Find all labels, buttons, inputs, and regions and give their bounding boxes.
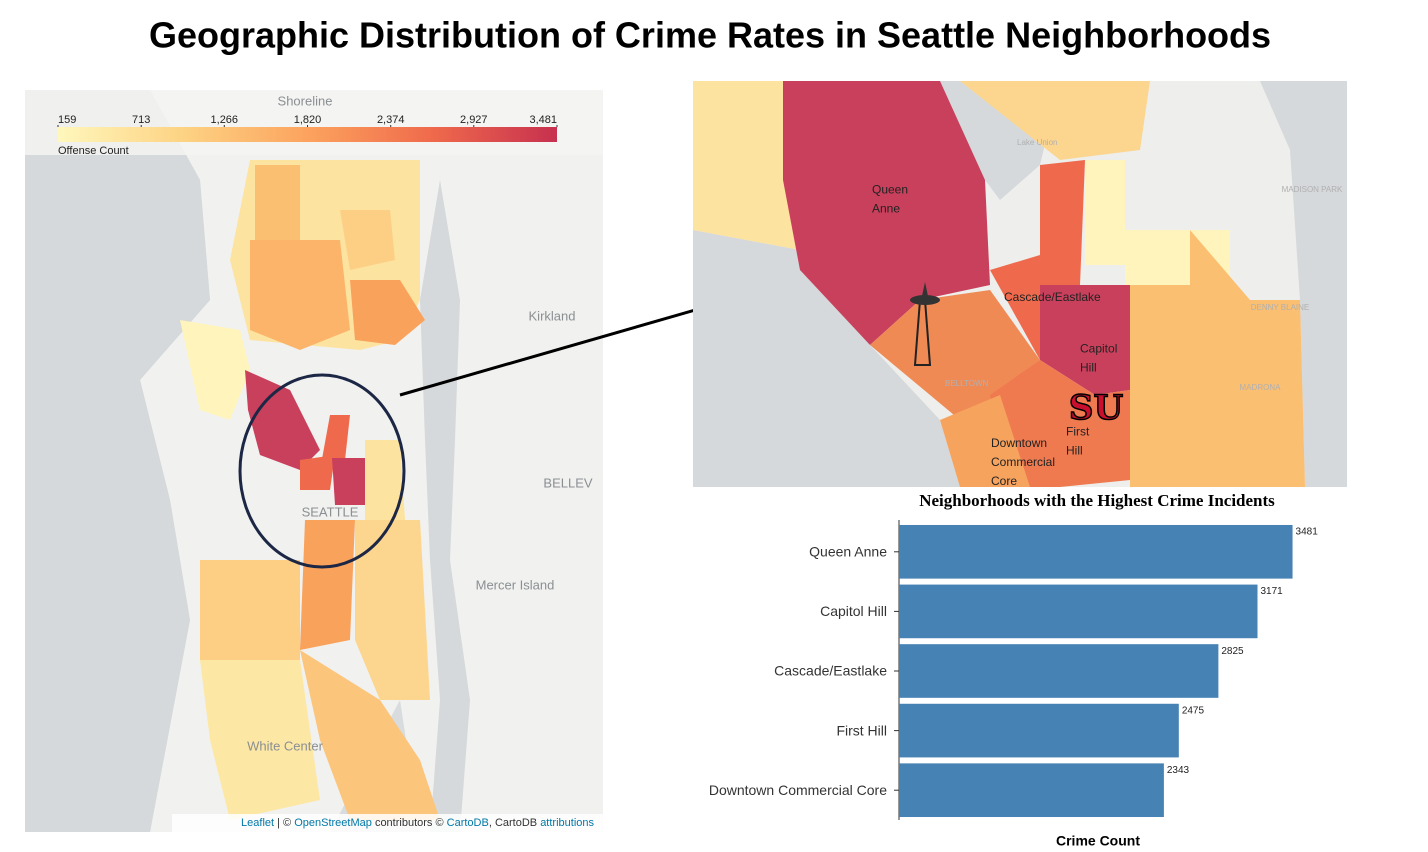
place-label: DENNY BLAINE: [1251, 303, 1310, 312]
link[interactable]: attributions: [540, 817, 594, 829]
belltown: [870, 290, 1040, 420]
place-label: SEATTLE: [302, 504, 359, 519]
capitol-hill: [332, 458, 365, 505]
queen-anne: [245, 370, 320, 470]
value-label: 2343: [1167, 765, 1190, 776]
area-label: Capitol Hill: [1080, 342, 1117, 375]
attribution-bg: [172, 814, 603, 832]
district: [1130, 230, 1305, 487]
first-hill: [990, 360, 1130, 487]
magnolia: [180, 320, 250, 420]
area-label: Cascade/Eastlake: [1004, 290, 1101, 304]
link[interactable]: OpenStreetMap: [294, 817, 372, 829]
x-axis-title: Crime Count: [1056, 833, 1140, 849]
y-tick-label: Cascade/Eastlake: [774, 663, 887, 679]
downtown: [940, 395, 1030, 487]
svg-text:SU: SU: [1069, 388, 1123, 428]
place-label: Kirkland: [529, 308, 576, 323]
district: [960, 81, 1150, 160]
place-label: BELLEV: [543, 475, 592, 490]
area-label: Downtown Commercial Core: [991, 436, 1055, 488]
legend-tick-label: 159: [58, 114, 76, 126]
district: [300, 520, 355, 650]
legend-tick-label: 713: [132, 114, 150, 126]
city-map: Offense Count Shoreline Kirkland BELLEV …: [25, 90, 603, 832]
legend-bar: [58, 127, 557, 142]
district: [250, 240, 350, 350]
area-label: First Hill: [1066, 425, 1090, 458]
district: [300, 650, 440, 820]
lake-washington: [1260, 81, 1347, 487]
value-label: 2825: [1221, 646, 1244, 657]
district: [1085, 160, 1125, 265]
puget-sound: [25, 90, 210, 832]
place-label: Mercer Island: [476, 577, 555, 592]
value-label: 3481: [1296, 527, 1319, 538]
district: [365, 440, 405, 520]
area-label: Queen Anne: [872, 183, 908, 216]
downtown: [300, 455, 335, 490]
district: [355, 520, 430, 700]
slide-title: Geographic Distribution of Crime Rates i…: [149, 15, 1271, 56]
link[interactable]: Leaflet: [241, 817, 274, 829]
legend-tick-label: 2,374: [377, 114, 405, 126]
bar: [899, 763, 1164, 818]
legend-tick-label: 1,820: [294, 114, 322, 126]
place-label: MADISON PARK: [1282, 185, 1343, 194]
y-tick-label: Queen Anne: [809, 544, 887, 560]
district: [340, 210, 395, 270]
value-label: 2475: [1182, 705, 1205, 716]
place-label: Shoreline: [278, 93, 333, 108]
place-label: White Center: [247, 738, 324, 753]
district: [255, 165, 300, 245]
legend-bg: [25, 90, 603, 155]
value-label: 3171: [1260, 586, 1283, 597]
bar: [899, 584, 1258, 639]
highlight-ellipse: [238, 373, 406, 569]
district: [200, 660, 320, 820]
space-needle-icon: [910, 282, 940, 366]
zoom-map: Lake Union MADISON PARK BELLTOWN DENNY B…: [693, 81, 1347, 488]
place-label: Lake Union: [1017, 138, 1057, 147]
east-land: [420, 170, 603, 832]
attribution: Leaflet | © OpenStreetMap contributors ©…: [241, 817, 594, 829]
magnolia: [693, 81, 800, 250]
chart-title: Neighborhoods with the Highest Crime Inc…: [919, 491, 1275, 510]
place-label: BELLTOWN: [945, 379, 988, 388]
legend-tick-label: 3,481: [529, 114, 557, 126]
lake-washington: [420, 180, 470, 832]
link[interactable]: CartoDB: [447, 817, 489, 829]
legend-tick-label: 1,266: [211, 114, 239, 126]
place-label: MADRONA: [1240, 383, 1282, 392]
legend-tick-label: 2,927: [460, 114, 488, 126]
district: [200, 560, 300, 660]
su-logo: SU: [1068, 387, 1124, 429]
water: [693, 230, 960, 487]
y-tick-label: Downtown Commercial Core: [709, 782, 887, 798]
legend-title: Offense Count: [58, 145, 129, 157]
y-tick-label: First Hill: [836, 722, 887, 738]
bar: [899, 644, 1219, 698]
bar: [899, 703, 1179, 758]
y-tick-label: Capitol Hill: [820, 603, 887, 619]
queen-anne: [783, 81, 990, 345]
bar: [899, 524, 1293, 579]
district: [350, 280, 425, 345]
capitol-hill: [1040, 285, 1130, 395]
